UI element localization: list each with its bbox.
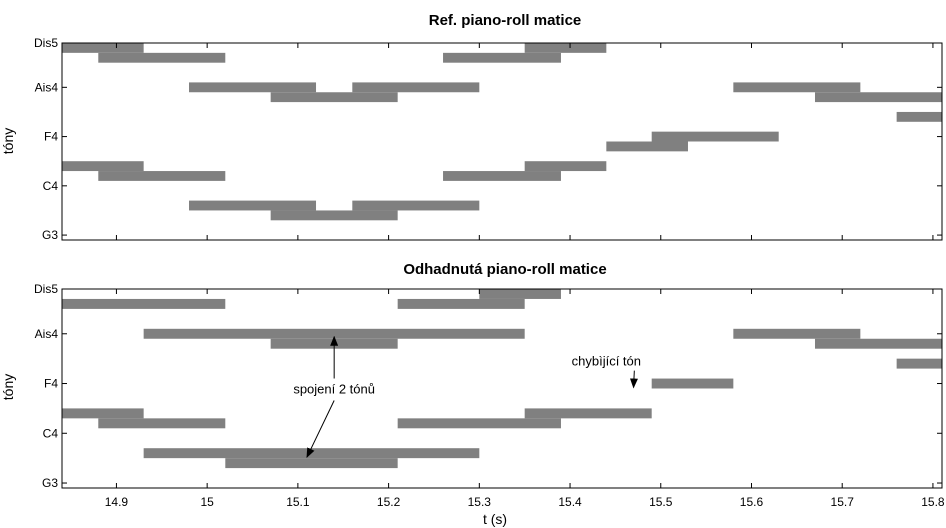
- estimated-notes: [62, 289, 942, 469]
- note-bar-1-14: [896, 358, 942, 369]
- y-tick-label-0-1: C4: [43, 179, 59, 193]
- note-bar-0-1: [98, 52, 226, 63]
- x-tick-label-1-9: 15.8: [921, 495, 945, 509]
- x-tick-label-1-0: 14.9: [105, 495, 129, 509]
- note-bar-1-13: [814, 338, 942, 349]
- note-bar-1-0: [62, 298, 226, 309]
- note-bar-0-2: [62, 161, 144, 172]
- annotation-merged-notes: spojení 2 tónů: [293, 382, 375, 397]
- y-tick-label-0-4: Dis5: [34, 36, 58, 50]
- x-tick-label-1-6: 15.5: [649, 495, 673, 509]
- note-bar-0-3: [98, 171, 226, 181]
- note-bar-0-9: [352, 200, 480, 211]
- estimated-axes-frame: [61, 288, 943, 489]
- ref-x-ticks: [115, 43, 934, 240]
- note-bar-0-6: [352, 82, 480, 93]
- x-tick-label-1-8: 15.7: [831, 495, 855, 509]
- estimated-piano-roll-panel: Odhadnutá piano-roll matice tóny t (s) G…: [0, 261, 945, 527]
- note-bar-1-10: [524, 408, 652, 419]
- estimated-panel-xlabel: t (s): [483, 511, 507, 527]
- y-tick-label-0-0: G3: [42, 228, 58, 242]
- note-bar-0-13: [524, 161, 607, 172]
- x-tick-label-1-4: 15.3: [468, 495, 492, 509]
- ref-notes: [62, 43, 942, 221]
- ref-y-ticks: G3 C4 F4 Ais4 Dis5: [34, 36, 942, 242]
- y-tick-label-1-3: Ais4: [35, 327, 59, 341]
- note-bar-1-5: [62, 408, 144, 419]
- y-tick-label-1-2: F4: [44, 377, 58, 391]
- note-bar-1-9: [397, 418, 561, 429]
- note-bar-1-8: [225, 458, 398, 469]
- x-tick-label-1-7: 15.6: [740, 495, 764, 509]
- note-bar-1-11: [651, 378, 734, 389]
- x-tick-label-1-3: 15.2: [377, 495, 401, 509]
- x-tick-label-1-2: 15.1: [286, 495, 310, 509]
- ref-piano-roll-panel: Ref. piano-roll matice tóny G3 C4 F4 Ais4 Di…: [0, 12, 943, 242]
- y-tick-label-0-3: Ais4: [35, 80, 59, 94]
- y-tick-label-0-2: F4: [44, 130, 58, 144]
- ref-panel-title: Ref. piano-roll matice: [429, 12, 582, 29]
- note-bar-1-4: [479, 289, 561, 299]
- y-tick-label-1-4: Dis5: [34, 282, 58, 296]
- estimated-y-ticks: G3 C4 F4 Ais4 Dis5: [34, 282, 942, 490]
- estimated-panel-ylabel: tóny: [0, 374, 16, 400]
- ref-axes-frame: [61, 42, 943, 241]
- note-bar-1-12: [733, 328, 861, 339]
- y-tick-label-1-0: G3: [42, 476, 58, 490]
- note-bar-0-7: [189, 200, 317, 211]
- note-bar-0-5: [270, 92, 398, 103]
- estimated-annotations: spojení 2 tónů chybìjící tón: [293, 335, 641, 459]
- note-bar-0-8: [270, 210, 398, 221]
- note-bar-1-1: [143, 328, 525, 339]
- note-bar-0-18: [896, 111, 942, 122]
- note-bar-0-10: [443, 52, 561, 63]
- y-tick-label-1-1: C4: [43, 426, 59, 440]
- estimated-panel-title: Odhadnutá piano-roll matice: [403, 261, 606, 278]
- note-bar-0-4: [189, 82, 317, 93]
- annotation-arrow-0-1: [306, 400, 335, 459]
- note-bar-0-16: [733, 82, 861, 93]
- note-bar-0-14: [606, 141, 688, 152]
- note-bar-0-0: [62, 43, 144, 53]
- note-bar-0-15: [651, 131, 779, 142]
- note-bar-0-12: [443, 171, 561, 181]
- note-bar-1-6: [98, 418, 226, 429]
- annotation-missing-note: chybìjící tón: [572, 354, 641, 369]
- note-bar-1-3: [397, 298, 525, 309]
- ref-panel-ylabel: tóny: [0, 128, 16, 154]
- note-bar-0-11: [524, 43, 607, 53]
- note-bar-1-7: [143, 448, 480, 459]
- annotation-arrow-1-0: [629, 370, 638, 389]
- x-tick-label-1-5: 15.4: [558, 495, 582, 509]
- x-tick-label-1-1: 15: [200, 495, 214, 509]
- estimated-x-ticks: 14.9 15 15.1 15.2 15.3 15.4 15.5 15.6 15.7 15.8: [105, 289, 945, 509]
- note-bar-0-17: [814, 92, 942, 103]
